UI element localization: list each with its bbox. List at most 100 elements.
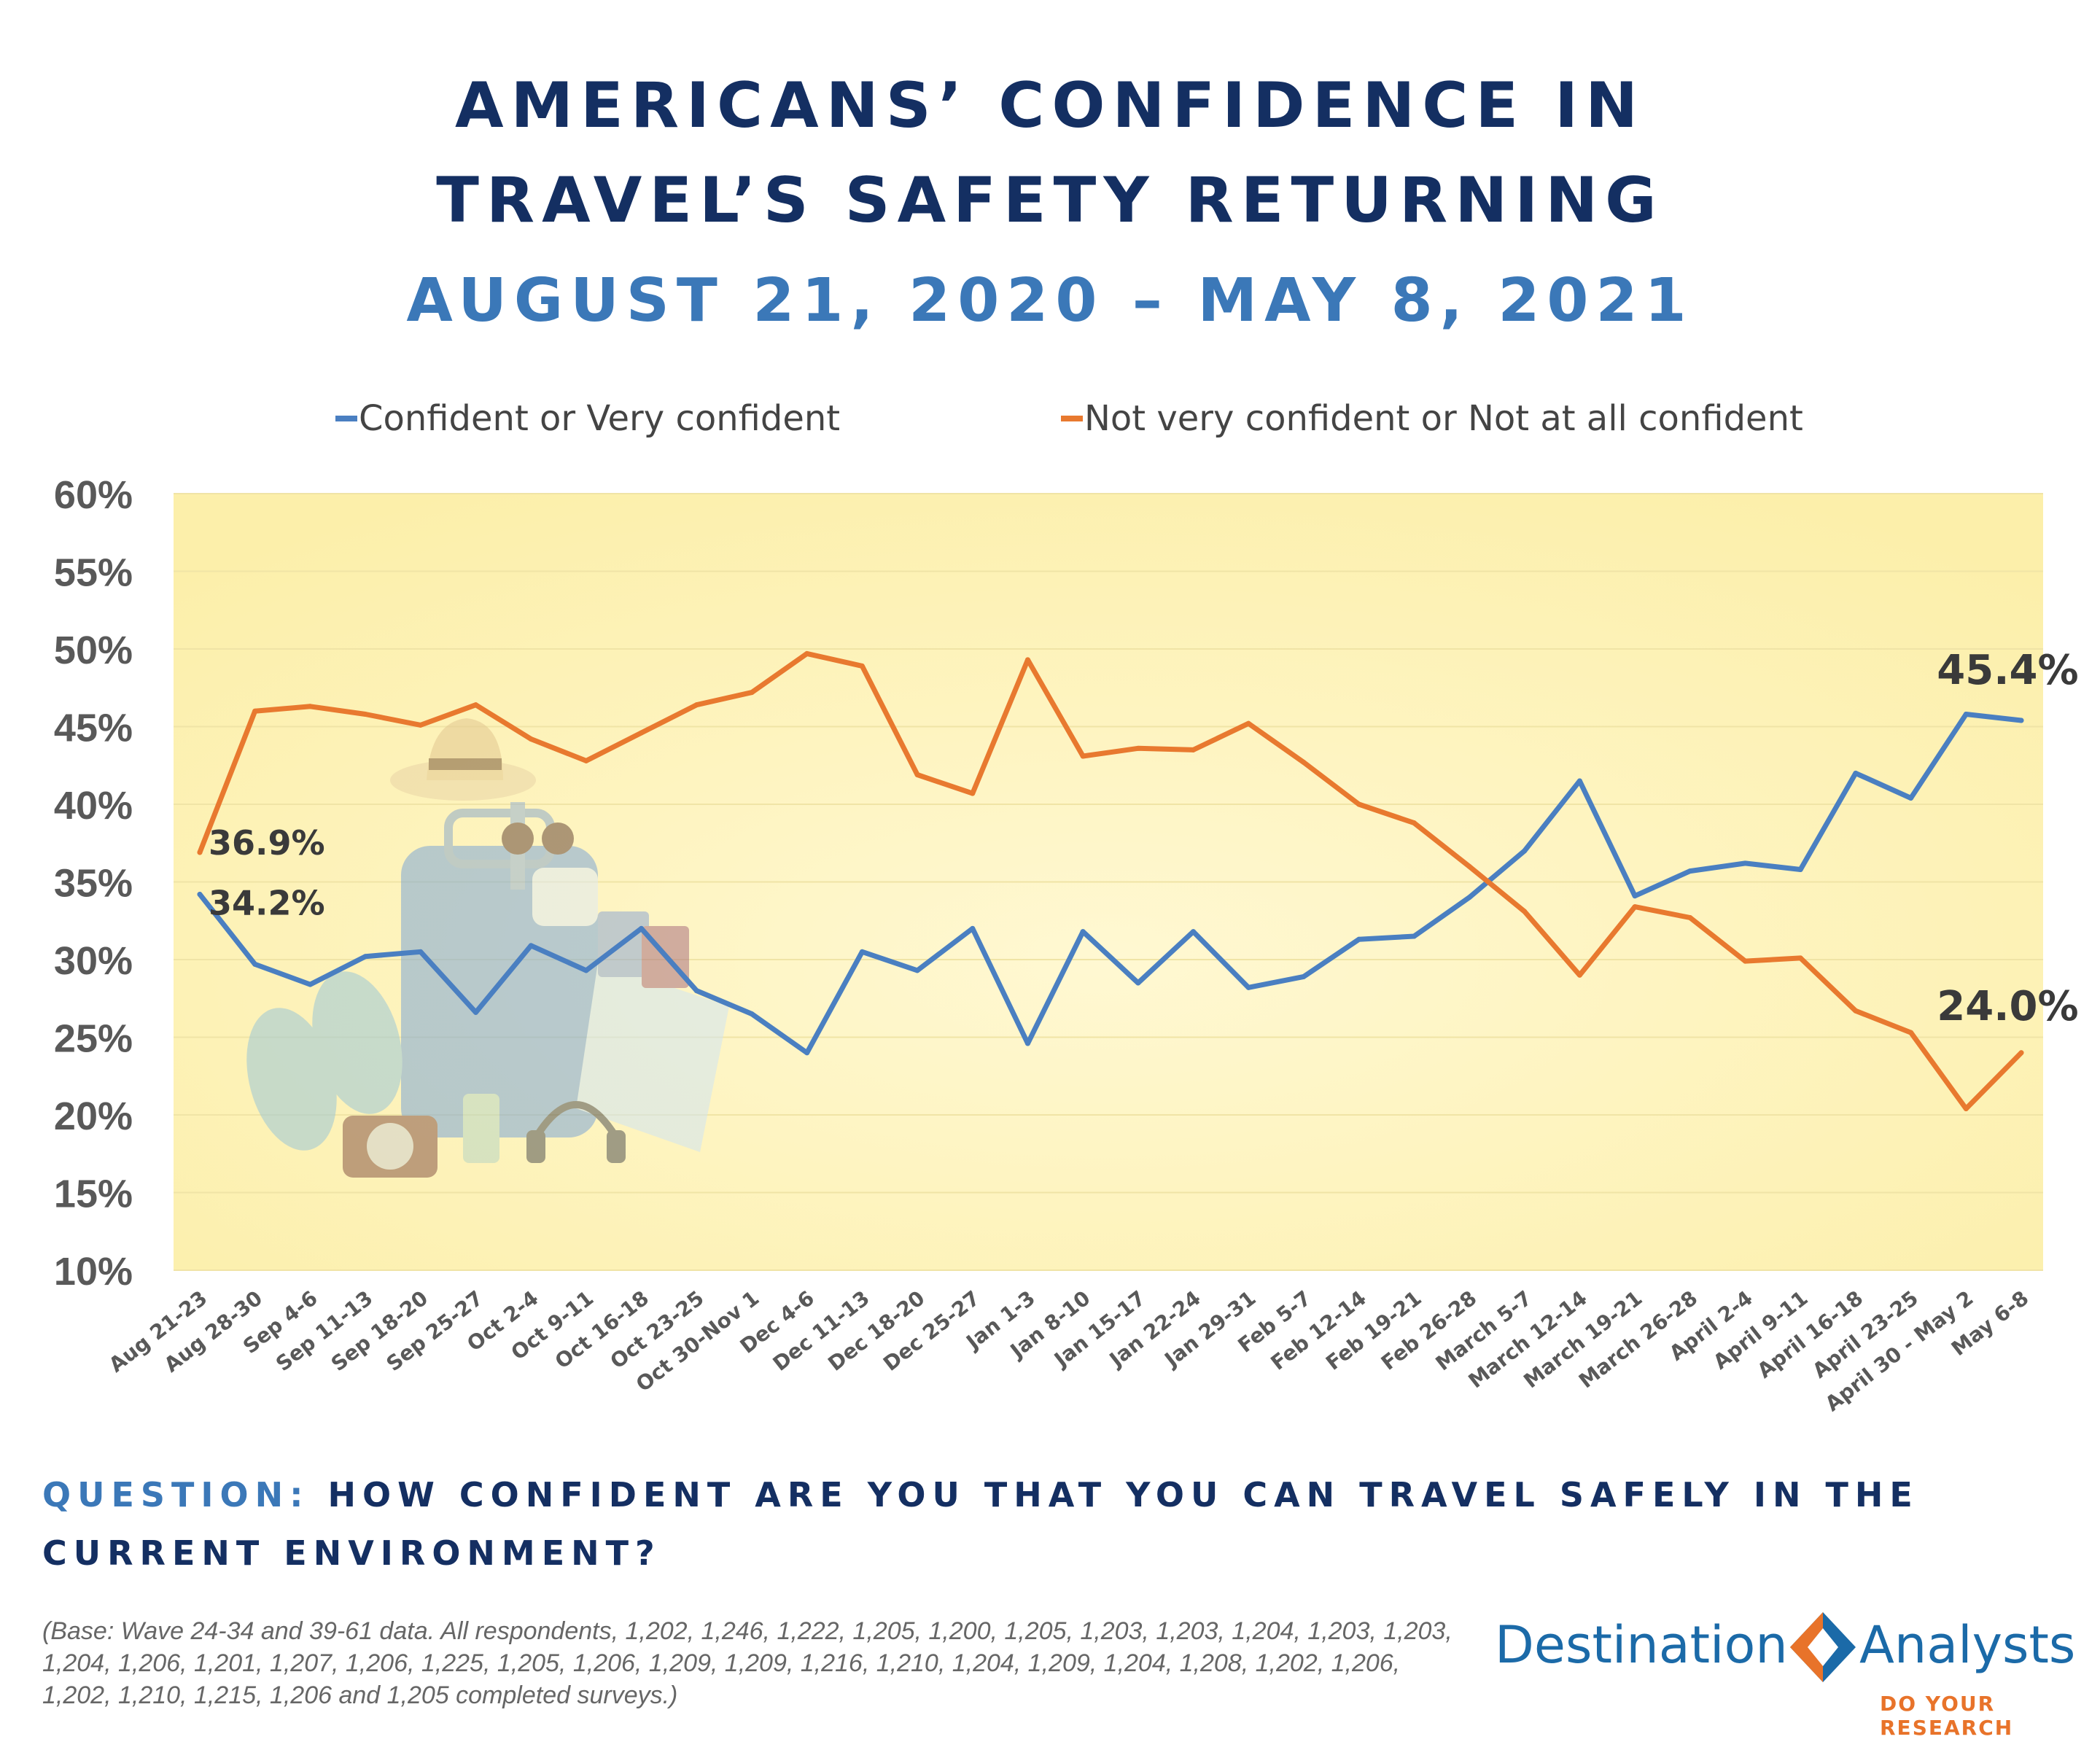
data-point xyxy=(1853,770,1859,776)
line-chart: Confident or Very confident Not very conf… xyxy=(54,398,2079,1417)
data-point xyxy=(307,981,313,987)
data-point xyxy=(749,1011,755,1017)
data-point xyxy=(307,704,313,709)
data-point xyxy=(528,736,534,742)
destination-analysts-logo: Destination Analysts DO YOUR RESEARCH xyxy=(1495,1612,2075,1740)
data-point xyxy=(1687,914,1693,920)
data-point xyxy=(1080,929,1086,935)
y-axis: 60% 55% 50% 45% 40% 35% 30% 25% 20% 15% 10% xyxy=(54,473,133,1294)
data-point xyxy=(1301,759,1307,765)
data-point xyxy=(804,650,810,656)
logo-word-destination: Destination xyxy=(1495,1615,1788,1675)
data-point xyxy=(804,1050,810,1056)
y-tick-label: 15% xyxy=(54,1172,133,1216)
data-labels: 36.9% 34.2% 45.4% 24.0% xyxy=(209,647,2079,1030)
data-point xyxy=(1963,1105,1969,1111)
data-point xyxy=(472,702,478,708)
y-tick-label: 55% xyxy=(54,551,133,595)
data-point xyxy=(1522,848,1528,854)
data-point xyxy=(252,708,258,714)
legend-label: Not very confident or Not at all confide… xyxy=(1084,398,1803,439)
data-point xyxy=(1245,720,1251,726)
data-point xyxy=(1024,1041,1030,1046)
data-point xyxy=(1576,778,1582,784)
data-point xyxy=(2018,718,2024,723)
data-point xyxy=(472,1009,478,1015)
data-label: 45.4% xyxy=(1937,647,2078,694)
data-point xyxy=(914,968,920,973)
logo-diamond-icon xyxy=(1790,1612,1856,1682)
data-point xyxy=(197,892,203,898)
data-point xyxy=(362,711,368,717)
series-line-not-confident xyxy=(197,650,2024,1111)
data-point xyxy=(1024,657,1030,663)
data-point xyxy=(749,690,755,696)
data-point xyxy=(362,954,368,960)
y-tick-label: 45% xyxy=(54,707,133,750)
logo-word-analysts: Analysts xyxy=(1859,1615,2076,1675)
data-point xyxy=(693,988,699,994)
base-footnote: (Base: Wave 24-34 and 39-61 data. All re… xyxy=(42,1617,1452,1709)
data-point xyxy=(1797,955,1803,961)
data-point xyxy=(528,943,534,949)
data-point xyxy=(583,758,589,763)
data-point xyxy=(859,663,865,669)
data-point xyxy=(2018,1050,2024,1056)
data-point xyxy=(1797,866,1803,872)
logo-tagline: DO YOUR RESEARCH xyxy=(1880,1692,2014,1740)
data-label: 34.2% xyxy=(209,884,325,923)
data-point xyxy=(970,790,976,796)
data-point xyxy=(1411,933,1417,939)
data-point xyxy=(914,772,920,778)
data-point xyxy=(1356,801,1362,807)
series-line-confident xyxy=(197,712,2024,1056)
question-text: HOW CONFIDENT ARE YOU THAT YOU CAN TRAVE… xyxy=(42,1475,1919,1573)
y-tick-label: 20% xyxy=(54,1094,133,1138)
data-point xyxy=(252,961,258,967)
data-point xyxy=(1908,795,1914,801)
data-point xyxy=(1245,984,1251,990)
data-point xyxy=(1522,909,1528,914)
data-point xyxy=(1853,1008,1859,1014)
data-point xyxy=(1466,895,1472,901)
y-tick-label: 50% xyxy=(54,629,133,672)
y-tick-label: 25% xyxy=(54,1017,133,1061)
chart-subtitle: AUGUST 21, 2020 – MAY 8, 2021 xyxy=(406,266,1694,335)
data-point xyxy=(1135,980,1141,986)
y-tick-label: 10% xyxy=(54,1250,133,1294)
data-point xyxy=(1191,747,1197,752)
y-tick-label: 40% xyxy=(54,784,133,828)
y-tick-label: 60% xyxy=(54,473,133,517)
data-point xyxy=(1743,958,1749,964)
data-point xyxy=(1135,745,1141,751)
question-label: QUESTION: xyxy=(42,1475,310,1514)
data-point xyxy=(197,849,203,855)
data-point xyxy=(1632,893,1638,899)
data-point xyxy=(1301,973,1307,979)
series-lines xyxy=(197,650,2024,1111)
data-point xyxy=(1576,972,1582,978)
data-point xyxy=(1743,860,1749,866)
data-point xyxy=(1080,753,1086,759)
chart-title-line-1: AMERICANS’ CONFIDENCE IN xyxy=(454,69,1646,142)
chart-title-line-2: TRAVEL’S SAFETY RETURNING xyxy=(436,164,1664,237)
data-point xyxy=(418,722,424,728)
data-point xyxy=(1632,904,1638,910)
data-point xyxy=(970,925,976,931)
data-point xyxy=(1687,868,1693,874)
data-point xyxy=(859,949,865,954)
data-point xyxy=(1411,820,1417,826)
legend-label: Confident or Very confident xyxy=(359,398,840,439)
data-point xyxy=(1963,711,1969,717)
luggage-illustration xyxy=(246,718,729,1178)
data-point xyxy=(639,730,645,736)
y-tick-label: 35% xyxy=(54,862,133,906)
data-label: 36.9% xyxy=(209,823,325,863)
survey-question: QUESTION: HOW CONFIDENT ARE YOU THAT YOU… xyxy=(42,1466,2026,1582)
data-point xyxy=(693,702,699,708)
data-point xyxy=(1191,929,1197,935)
data-point xyxy=(418,949,424,954)
data-point xyxy=(1356,936,1362,942)
data-point xyxy=(583,968,589,973)
